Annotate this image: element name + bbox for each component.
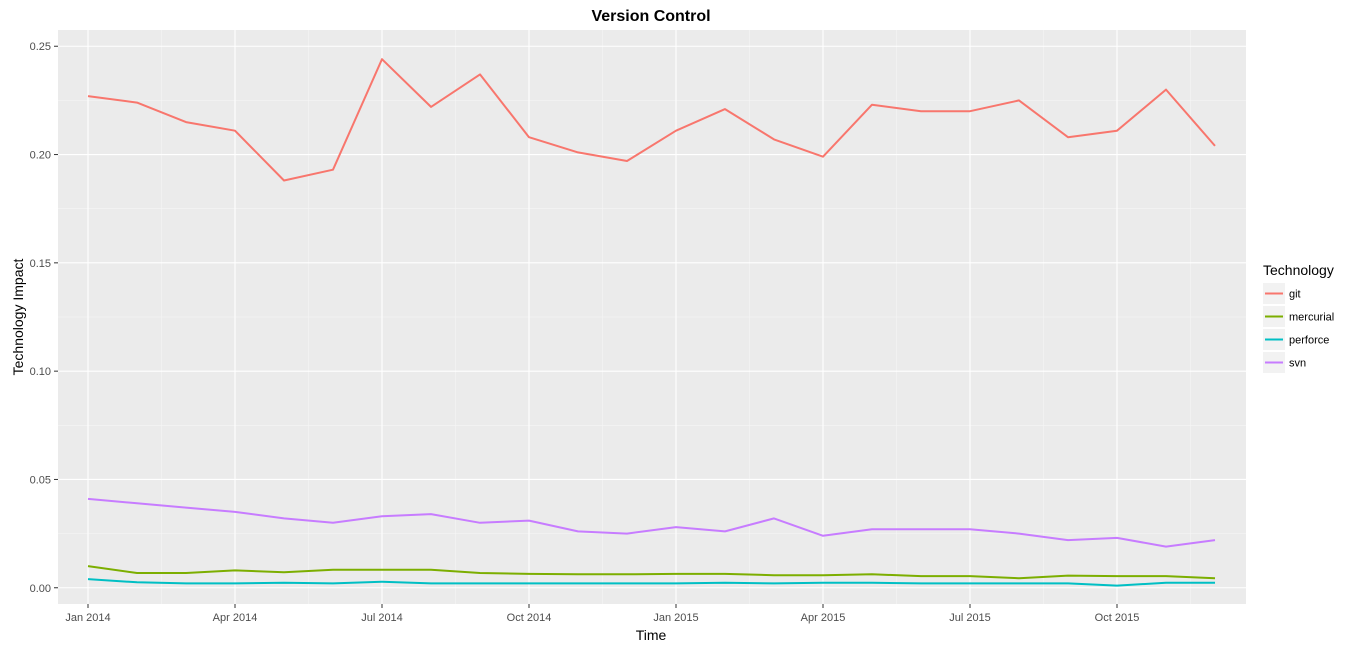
y-tick-label: 0.25 <box>30 41 51 53</box>
y-tick-label: 0.20 <box>30 150 51 162</box>
minor-gridlines <box>58 30 1246 604</box>
series-lines <box>87 58 1216 587</box>
y-tick-label: 0.10 <box>30 366 51 378</box>
y-tick-label: 0.05 <box>30 474 51 486</box>
x-tick-label: Oct 2014 <box>507 612 552 624</box>
x-tick-label: Jul 2015 <box>949 612 991 624</box>
series-line-svn <box>87 497 1216 548</box>
legend-label-git: git <box>1289 289 1301 301</box>
y-tick-label: 0.15 <box>30 258 51 270</box>
series-line-git <box>87 58 1216 182</box>
legend-label-perforce: perforce <box>1289 335 1329 347</box>
x-tick-label: Jan 2015 <box>653 612 698 624</box>
legend-label-mercurial: mercurial <box>1289 312 1334 324</box>
series-line-perforce <box>87 578 1215 587</box>
y-axis: 0.00 0.05 0.10 0.15 0.20 0.25 <box>30 41 58 595</box>
x-axis: Jan 2014 Apr 2014 Jul 2014 Oct 2014 Jan 2015… <box>65 604 1139 624</box>
x-axis-title: Time <box>636 627 667 643</box>
legend: Technology git mercurial perforce svn <box>1263 262 1334 373</box>
x-tick-label: Jan 2014 <box>65 612 110 624</box>
legend-title: Technology <box>1263 262 1334 278</box>
x-tick-label: Apr 2014 <box>213 612 258 624</box>
x-tick-label: Oct 2015 <box>1095 612 1140 624</box>
chart-title: Version Control <box>591 8 710 25</box>
x-tick-label: Apr 2015 <box>801 612 846 624</box>
major-gridlines <box>58 30 1246 604</box>
series-line-mercurial <box>87 565 1216 580</box>
y-axis-title: Technology Impact <box>10 259 26 376</box>
x-tick-label: Jul 2014 <box>361 612 403 624</box>
y-tick-label: 0.00 <box>30 583 51 595</box>
legend-label-svn: svn <box>1289 358 1306 370</box>
